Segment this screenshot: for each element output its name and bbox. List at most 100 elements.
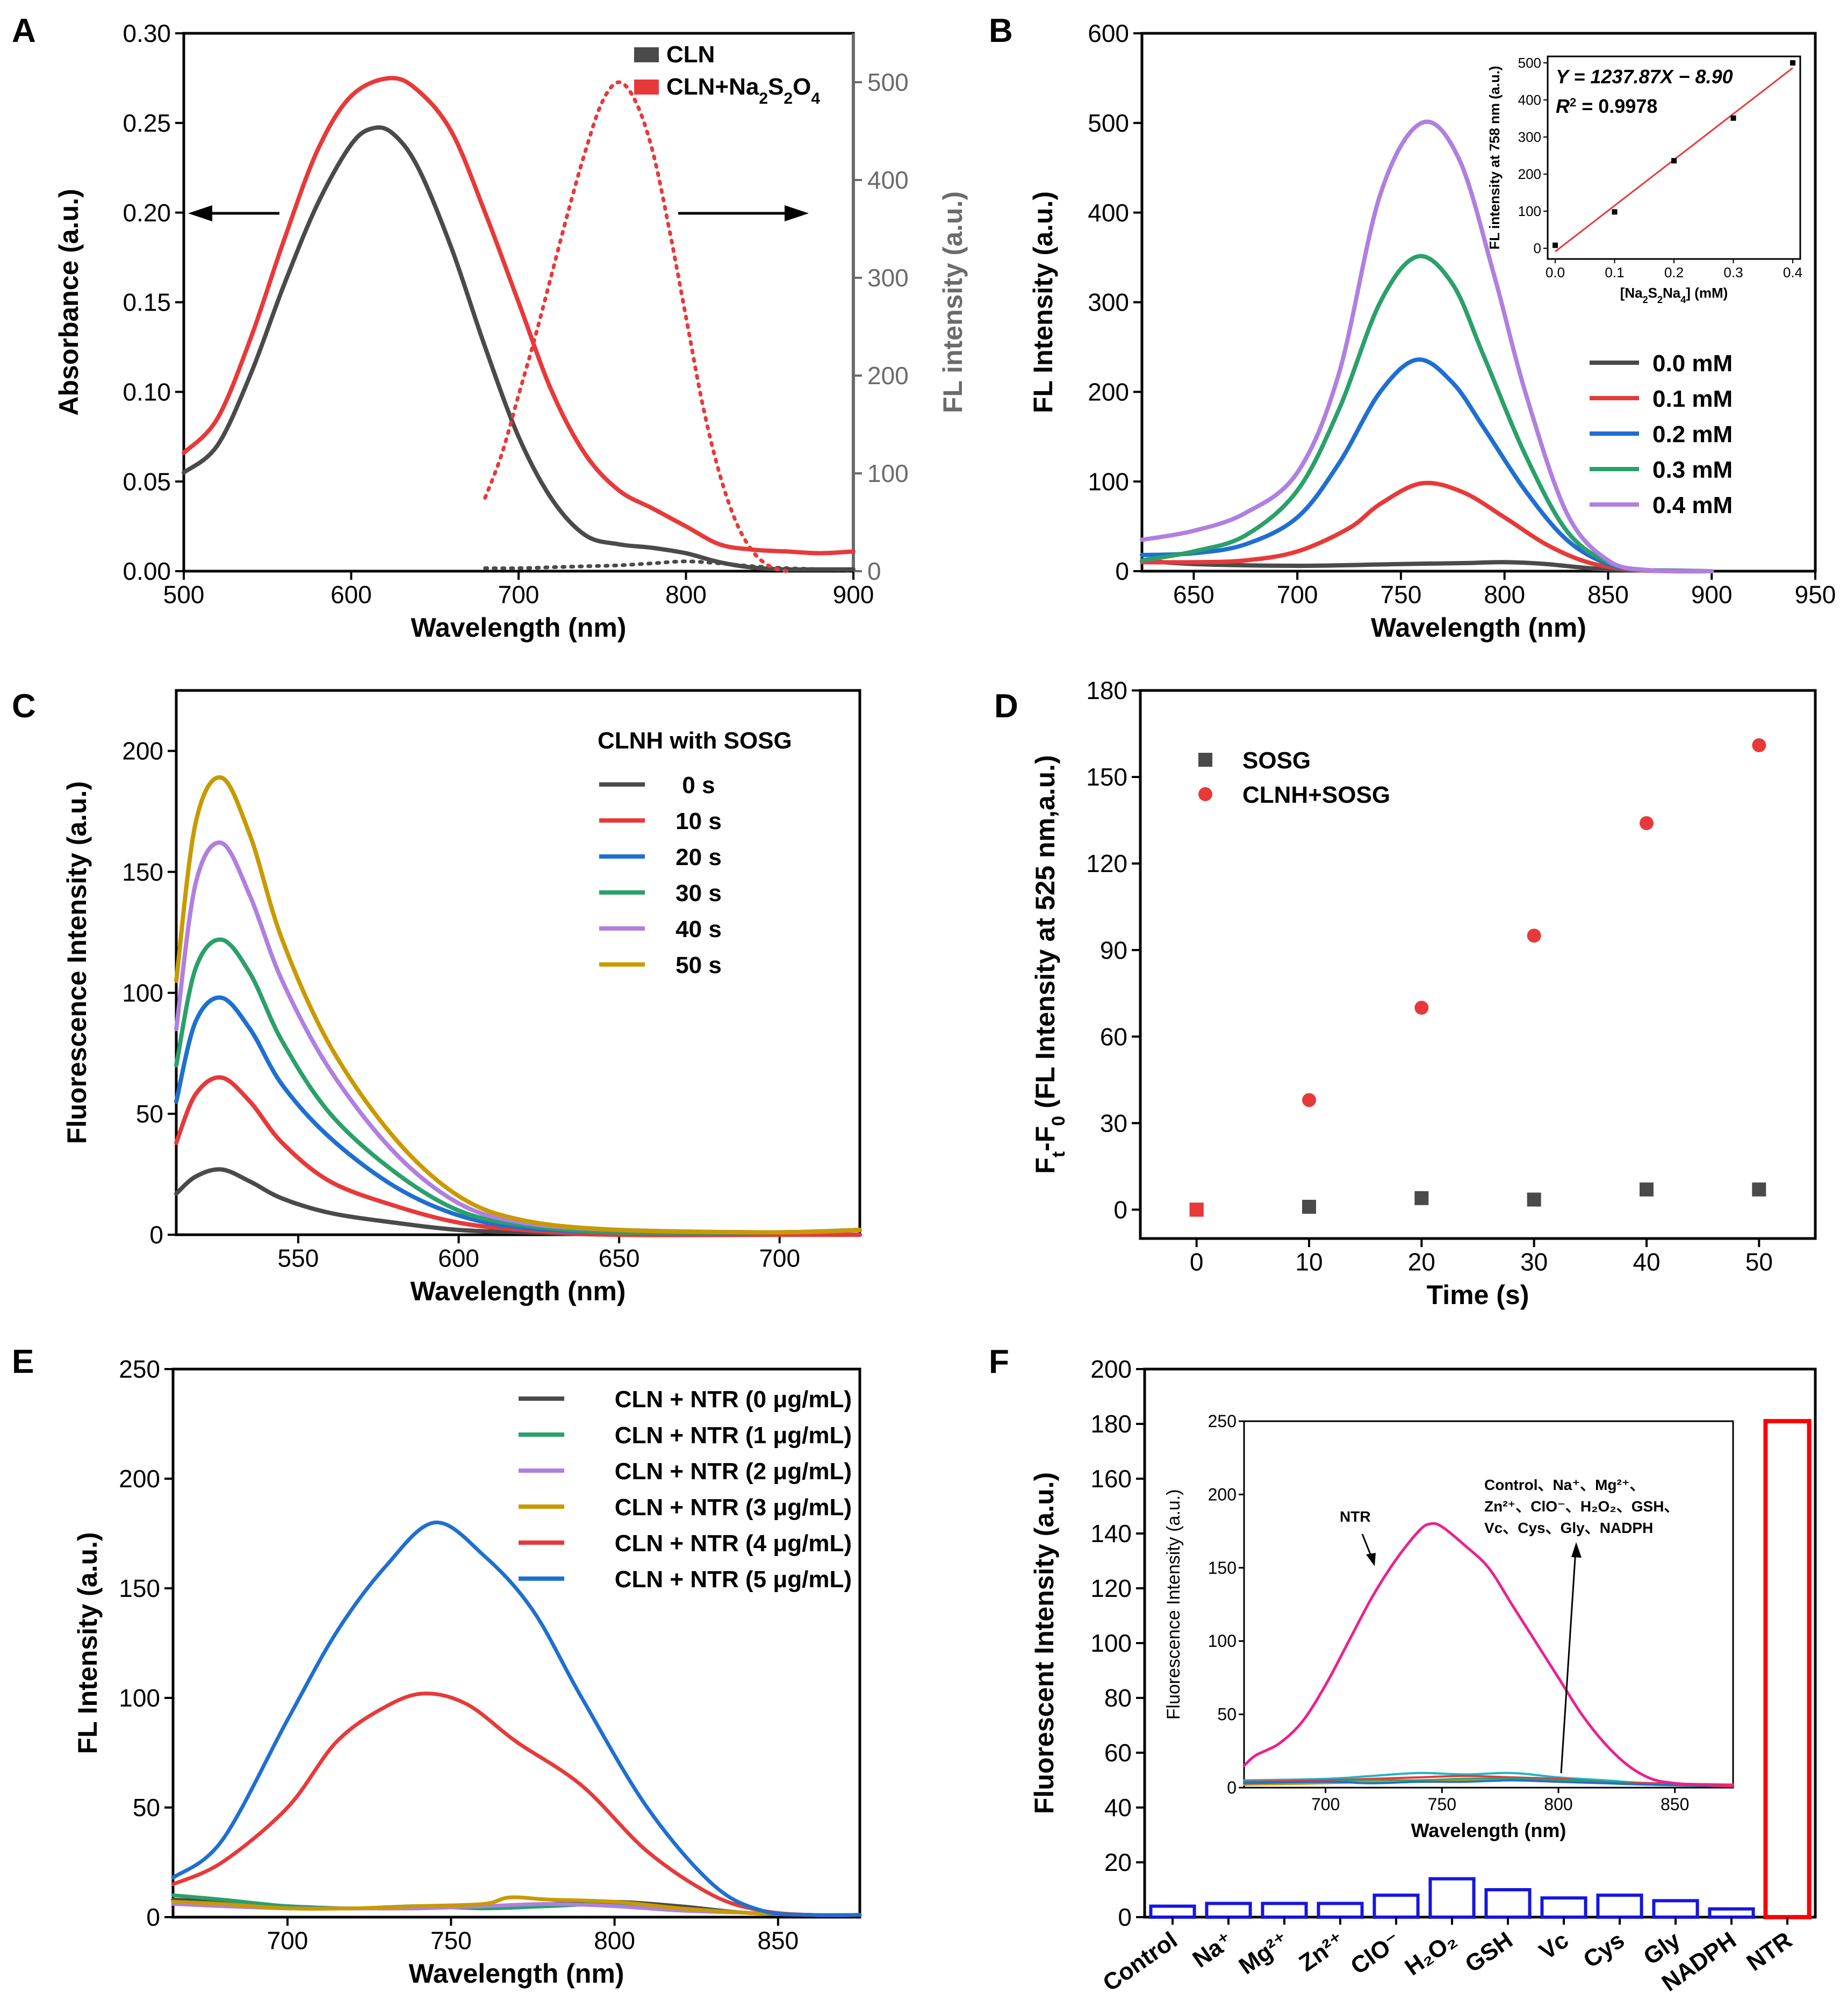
b-x-tick-label: 700 bbox=[1277, 581, 1318, 609]
b-legend-label: 0.0 mM bbox=[1652, 350, 1733, 377]
a-x-axis-label: Wavelength (nm) bbox=[411, 613, 627, 643]
d-point-clnh-sosg bbox=[1527, 928, 1541, 943]
b-legend-label: 0.3 mM bbox=[1652, 457, 1733, 483]
f-category-label: Na⁺ bbox=[1188, 1927, 1238, 1973]
e-x-tick-label: 700 bbox=[267, 1927, 308, 1955]
b-inset-y-tick-label: 200 bbox=[1518, 166, 1541, 182]
f-inset-annotation-ntr: NTR bbox=[1340, 1508, 1371, 1525]
f-y-tick-label: 140 bbox=[1090, 1520, 1132, 1547]
d-point-clnh-sosg bbox=[1752, 738, 1766, 752]
b-x-tick-label: 950 bbox=[1795, 581, 1836, 609]
panel-e: 700 750 800 850 0 50 100 150 200 250 Wavelength (n… bbox=[73, 1355, 862, 1989]
c-legend-title: CLNH with SOSG bbox=[598, 728, 792, 754]
b-inset-point bbox=[1790, 60, 1795, 66]
b-legend-label: 0.2 mM bbox=[1652, 421, 1733, 448]
b-inset-y-tick-label: 300 bbox=[1518, 129, 1541, 145]
f-inset-x-tick-label: 750 bbox=[1428, 1795, 1456, 1814]
f-category-label: Zn²⁺ bbox=[1295, 1927, 1350, 1977]
b-y-tick-label: 300 bbox=[1088, 289, 1129, 316]
f-y-tick-label: 20 bbox=[1104, 1848, 1132, 1876]
f-inset-annotation-list-line: Control、Na⁺、Mg²⁺、 bbox=[1484, 1477, 1645, 1493]
a-legend-label-cln-na2s2o4: CLN+Na2S2O4 bbox=[666, 74, 820, 107]
d-legend-swatch-sosg bbox=[1198, 753, 1212, 767]
a-right-arrow-head bbox=[785, 205, 809, 221]
e-y-tick-label: 50 bbox=[133, 1794, 160, 1821]
b-x-tick-label: 750 bbox=[1381, 581, 1422, 609]
a-y-axis-label: Absorbance (a.u.) bbox=[54, 189, 84, 415]
c-legend-label: 30 s bbox=[675, 880, 722, 906]
f-bar bbox=[1652, 1899, 1699, 1919]
d-x-tick-label: 30 bbox=[1520, 1248, 1548, 1276]
f-bar bbox=[1763, 1419, 1812, 1919]
f-bar bbox=[1708, 1907, 1755, 1919]
c-y-tick-label: 150 bbox=[122, 858, 163, 886]
c-legend-label: 10 s bbox=[675, 808, 722, 834]
a-y2-tick-label: 0 bbox=[867, 557, 881, 585]
b-y-tick-label: 0 bbox=[1115, 557, 1129, 585]
e-x-tick-label: 800 bbox=[594, 1927, 635, 1955]
e-plot-frame bbox=[171, 1367, 861, 1919]
f-inset-y-tick-label: 100 bbox=[1208, 1631, 1237, 1651]
c-y-tick-label: 50 bbox=[136, 1100, 163, 1128]
b-inset-x-tick-label: 0.1 bbox=[1605, 264, 1624, 280]
f-inset-x-tick-label: 850 bbox=[1661, 1795, 1689, 1814]
d-point-sosg bbox=[1752, 1182, 1766, 1197]
b-y-tick-label: 200 bbox=[1088, 378, 1129, 406]
panel-f: 0 20 40 60 80 100 120 140 160 180 200 Fluorescent I… bbox=[1029, 1355, 1817, 1997]
b-inset-point bbox=[1671, 158, 1677, 164]
b-x-tick-label: 800 bbox=[1484, 581, 1525, 609]
d-y-tick-label: 60 bbox=[1100, 1023, 1127, 1050]
d-x-tick-label: 0 bbox=[1190, 1248, 1204, 1276]
c-y-axis-label: Fluorescence Intensity (a.u.) bbox=[62, 781, 92, 1144]
b-inset-y-tick-label: 100 bbox=[1518, 203, 1541, 219]
f-inset-ntr-arrow-head bbox=[1366, 1553, 1376, 1566]
b-y-tick-label: 600 bbox=[1088, 19, 1129, 47]
a-y-tick-label: 0.30 bbox=[123, 19, 171, 47]
b-legend-label: 0.4 mM bbox=[1652, 492, 1733, 519]
f-inset-annotation-list-line: Vc、Cys、Gly、NADPH bbox=[1484, 1520, 1653, 1536]
f-bar bbox=[1149, 1904, 1196, 1919]
f-inset-y-tick-label: 250 bbox=[1208, 1412, 1237, 1431]
f-y-tick-label: 120 bbox=[1090, 1574, 1132, 1602]
b-x-tick-label: 900 bbox=[1691, 581, 1733, 609]
a-legend-swatch-cln bbox=[634, 47, 659, 62]
a-x-tick-label: 900 bbox=[833, 581, 874, 609]
f-inset-series-ntr bbox=[1242, 1522, 1735, 1788]
c-x-tick-label: 550 bbox=[278, 1244, 319, 1272]
f-y-tick-label: 100 bbox=[1090, 1629, 1132, 1657]
c-x-axis-label: Wavelength (nm) bbox=[411, 1276, 626, 1306]
f-category-label: Vc bbox=[1535, 1927, 1573, 1965]
f-inset-x-tick-label: 700 bbox=[1311, 1795, 1340, 1814]
e-y-tick-label: 150 bbox=[119, 1574, 160, 1602]
b-legend-label: 0.1 mM bbox=[1652, 386, 1733, 412]
f-y-tick-label: 200 bbox=[1090, 1355, 1132, 1383]
a-legend-label-cln: CLN bbox=[666, 41, 715, 68]
a-y-tick-label: 0.25 bbox=[123, 109, 171, 137]
c-y-tick-label: 200 bbox=[122, 737, 163, 765]
d-y-tick-label: 0 bbox=[1113, 1196, 1127, 1223]
f-category-label: H₂O₂ bbox=[1400, 1927, 1462, 1981]
f-inset-x-tick-label: 800 bbox=[1544, 1795, 1572, 1814]
f-y-tick-label: 0 bbox=[1118, 1903, 1132, 1931]
c-legend-label: 20 s bbox=[675, 844, 722, 870]
b-inset-point bbox=[1730, 115, 1736, 121]
b-series-1 bbox=[1140, 558, 1714, 573]
b-inset-y-tick-label: 400 bbox=[1518, 92, 1541, 108]
e-x-axis-label: Wavelength (nm) bbox=[409, 1959, 624, 1989]
a-y2-tick-label: 400 bbox=[867, 166, 909, 194]
f-bar bbox=[1428, 1877, 1476, 1919]
a-y2-tick-label: 300 bbox=[867, 264, 909, 292]
f-y-axis-label: Fluorescent Intensity (a.u.) bbox=[1029, 1472, 1059, 1814]
e-series-5 bbox=[171, 1691, 862, 1918]
f-category-label: GSH bbox=[1461, 1927, 1518, 1978]
panel-letter-c: C bbox=[12, 688, 36, 725]
e-legend-label: CLN + NTR (1 μg/mL) bbox=[615, 1422, 852, 1449]
a-y-tick-label: 0.10 bbox=[123, 378, 171, 406]
b-series-5 bbox=[1140, 119, 1714, 574]
f-inset-list-arrow-head bbox=[1571, 1542, 1582, 1558]
c-x-tick-label: 650 bbox=[599, 1244, 640, 1272]
e-x-tick-label: 750 bbox=[430, 1927, 472, 1955]
a-y2-tick-label: 500 bbox=[867, 68, 909, 96]
d-point-sosg bbox=[1414, 1191, 1429, 1205]
b-inset-x-tick-label: 0.4 bbox=[1783, 264, 1802, 280]
